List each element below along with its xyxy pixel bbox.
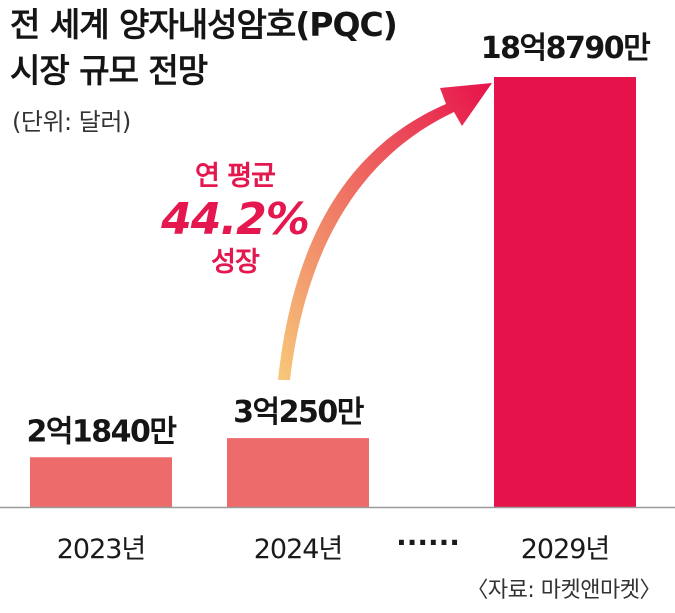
chart-title: 전 세계 양자내성암호(PQC) 시장 규모 전망 [10,2,398,94]
bar-1 [227,438,369,507]
value-label-0: 2억1840만 [26,414,177,449]
category-label-0: 2023년 [57,534,146,565]
bar-2 [494,77,636,507]
chart-title-line2: 시장 규모 전망 [10,51,208,90]
value-label-2: 18억8790만 [481,31,651,66]
growth-rate: 44.2% [161,194,310,245]
growth-annotation: 연 평균 44.2% 성장 [160,160,310,280]
ellipsis-separator: ······ [396,526,460,559]
bar-0 [30,457,172,507]
category-label-2: 2029년 [521,534,610,565]
category-label-1: 2024년 [254,534,343,565]
growth-label-line3: 성장 [211,247,260,278]
growth-arrow [278,83,492,380]
unit-label: (단위: 달러) [12,108,131,136]
source-note: 〈자료: 마켓앤마켓〉 [466,578,661,603]
growth-label-line1: 연 평균 [195,161,276,192]
value-label-1: 3억250만 [233,395,365,430]
chart-title-line1: 전 세계 양자내성암호(PQC) [10,5,398,44]
